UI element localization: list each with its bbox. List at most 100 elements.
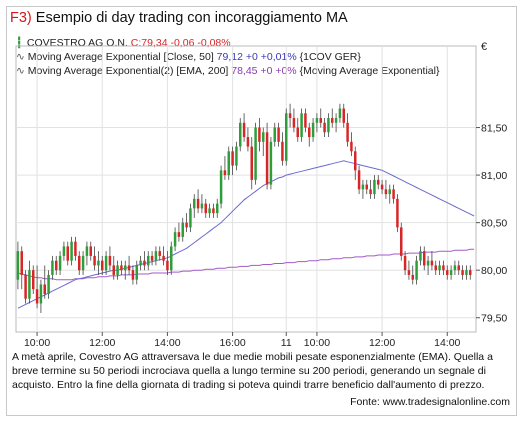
candle-body — [319, 118, 322, 123]
candle-body — [16, 251, 20, 280]
candle-body — [204, 203, 207, 214]
candle-body — [104, 255, 108, 271]
candle-body — [70, 241, 73, 261]
candle-body — [32, 270, 35, 290]
candle-body — [242, 122, 246, 138]
candle-body — [377, 179, 380, 185]
candle-body — [24, 274, 27, 299]
candle-body — [35, 289, 39, 304]
figure-title-text: Esempio di day trading con incoraggiamen… — [35, 10, 348, 26]
candle-body — [350, 141, 353, 152]
candle-body — [262, 132, 265, 142]
candle-body — [89, 246, 92, 256]
candle-body — [315, 118, 319, 123]
legend-value: 78,45 +0 +0% — [231, 65, 297, 77]
candle-body — [407, 270, 411, 275]
x-tick-label: 12:00 — [369, 337, 395, 349]
wave-icon: ∿ — [16, 51, 25, 63]
candle-body — [338, 108, 342, 119]
y-tick-label: 81,50 — [481, 123, 507, 135]
candle-body — [331, 118, 334, 123]
candle-body — [384, 189, 388, 195]
candle-body — [177, 232, 181, 237]
candle-body — [216, 203, 219, 214]
candle-body — [124, 265, 127, 271]
candle-body — [400, 227, 403, 256]
candle-body — [78, 255, 81, 271]
candle-body — [208, 208, 211, 214]
candle-body — [246, 137, 250, 147]
candle-body — [323, 122, 326, 133]
y-tick-label: 79,50 — [481, 313, 507, 325]
y-tick-label: 81,00 — [481, 170, 507, 182]
candle-body — [20, 251, 23, 275]
candle-body — [346, 122, 349, 142]
candle-icon: ┇ — [16, 37, 23, 49]
candle-body — [265, 132, 269, 185]
candle-body — [116, 265, 119, 275]
candle-body — [93, 255, 96, 266]
candle-body — [369, 189, 372, 195]
candle-body — [449, 270, 453, 275]
candle-body — [58, 255, 62, 271]
legend-row-ema200: ∿ Moving Average Exponential(2) [EMA, 20… — [16, 64, 439, 78]
candle-body — [81, 255, 85, 271]
candle-body — [361, 184, 365, 190]
candle-body — [74, 241, 77, 256]
candle-body — [403, 255, 407, 271]
candle-body — [108, 255, 112, 266]
candle-body — [258, 127, 261, 142]
currency-label: € — [481, 41, 487, 53]
candle-body — [97, 260, 100, 266]
candle-body — [296, 127, 299, 138]
candle-body — [85, 246, 89, 256]
candle-body — [334, 118, 338, 123]
candle-body — [223, 170, 227, 176]
candle-body — [415, 260, 418, 280]
candle-body — [120, 265, 123, 271]
candle-body — [47, 274, 50, 294]
ema-50-line — [17, 160, 475, 309]
candle-body — [55, 260, 58, 271]
candle-body — [227, 151, 230, 176]
x-tick-label: 16:00 — [219, 337, 245, 349]
candle-body — [354, 151, 357, 171]
candle-body — [392, 189, 395, 199]
wave-icon: ∿ — [16, 65, 25, 77]
candle-body — [162, 255, 165, 261]
candle-body — [250, 146, 253, 180]
candle-body — [66, 246, 69, 261]
legend-value: 79,12 +0 +0,01% — [216, 51, 297, 63]
candle-body — [434, 265, 437, 271]
y-tick-label: 80,00 — [481, 265, 507, 277]
candle-body — [396, 198, 399, 228]
candle-body — [411, 274, 414, 280]
x-tick-label: 11 — [281, 337, 292, 349]
candle-body — [426, 260, 430, 266]
candle-body — [39, 284, 43, 304]
candle-body — [28, 270, 31, 299]
candle-body — [327, 118, 330, 133]
candle-body — [200, 203, 204, 209]
candle-body — [465, 270, 468, 275]
candle-body — [139, 260, 142, 266]
plot-border — [15, 45, 477, 333]
candle-body — [281, 141, 284, 161]
candle-body — [131, 270, 135, 280]
candle-body — [101, 260, 104, 271]
candle-body — [388, 189, 391, 195]
candle-body — [365, 184, 368, 190]
candle-body — [442, 265, 445, 271]
ema-200-line — [17, 248, 475, 281]
candle-body — [304, 113, 307, 128]
candle-body — [373, 179, 376, 195]
figure-source: Fonte: www.tradesignalonline.com — [350, 396, 510, 408]
candle-body — [461, 270, 464, 275]
candle-body — [419, 251, 422, 261]
candle-body — [185, 222, 188, 228]
candle-body — [269, 141, 273, 185]
y-tick-label: 80,50 — [481, 218, 507, 230]
candle-body — [143, 260, 146, 266]
candle-body — [212, 208, 215, 214]
candle-body — [196, 198, 200, 209]
